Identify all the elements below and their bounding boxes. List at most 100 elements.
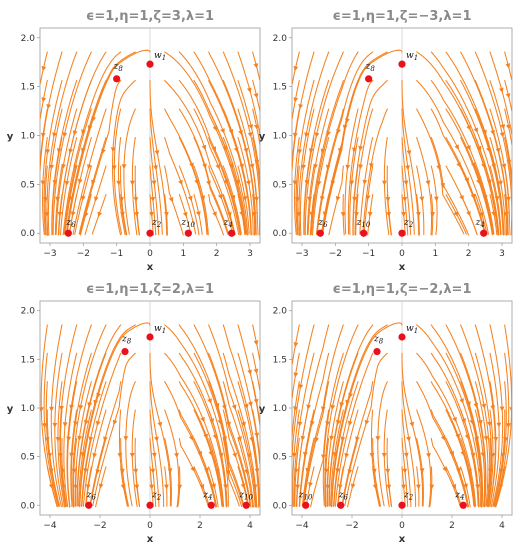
panel-4-streamline-83: [489, 324, 504, 507]
panel-1-streamline-arrow-85: [254, 196, 259, 202]
panel-3-streamline-11: [50, 324, 63, 508]
panel-2-streamline-26: [349, 136, 359, 236]
panel-2-xtick-label: 1: [432, 249, 438, 259]
panel-1-streamline-59: [178, 51, 249, 236]
panel-4-streamline-arrow-35: [339, 402, 345, 408]
panel-3-streamline-arrow-73: [225, 470, 231, 476]
panel-3-streamline-arrow-42: [149, 484, 154, 490]
panel-4-streamline-33: [341, 381, 374, 506]
panel-1-streamline-arrow-42: [149, 211, 154, 218]
panel-1-streamline-arrow-75: [239, 163, 244, 169]
panel-4-streamline-arrow-82: [496, 422, 502, 428]
panel-4-point-label-w1: w1: [406, 324, 418, 335]
panel-4-streamline-arrow-62: [460, 450, 466, 457]
panel-1-streamline-arrow-14: [64, 180, 70, 187]
panel-2-streamline-arrow-86: [506, 159, 512, 166]
panel-4-streamline-69: [460, 381, 483, 508]
panel-4-title: ϵ=1,η=1,ζ=−2,λ=1: [332, 282, 471, 297]
panel-3-streamline-83: [237, 324, 260, 426]
panel-3-streamline-29: [72, 324, 107, 508]
panel-4-streamline-arrow-72: [475, 484, 480, 490]
panel-2-streamline-arrow-4: [293, 97, 299, 103]
panel-4-streamline-51: [416, 381, 469, 508]
panel-1-streamline-arrow-61: [200, 195, 206, 201]
panel-1-xtick-label: 1: [180, 249, 186, 259]
panel-3-yaxis-label: y: [7, 404, 14, 415]
panel-3-streamline-arrow-46: [157, 421, 163, 428]
panel-3-point-w1: [146, 333, 154, 341]
panel-2-streamline-arrow-34: [352, 147, 357, 153]
panel-3-streamline-arrow-84: [252, 484, 258, 490]
panel-2-streamline-27: [344, 108, 359, 235]
panel-2-point-z6: [316, 229, 324, 237]
panel-4-streamline-41: [330, 324, 388, 508]
panel-3-streamline-5: [40, 324, 58, 507]
panel-4-streamline-arrow-22: [325, 421, 330, 427]
panel-1-streamline-arrow-46: [154, 150, 160, 156]
panel-2-streamline-15: [307, 108, 330, 235]
panel-2-streamline-arrow-45: [405, 165, 410, 171]
panel-1-streamline-77: [222, 51, 260, 236]
panel-3-point-label-z4: z4: [202, 490, 212, 501]
panel-2-point-z8: [365, 75, 373, 83]
panel-1-streamline-46: [149, 79, 168, 236]
panel-1-streamline-arrow-34: [101, 148, 106, 155]
panel-1-xtick-label: −3: [43, 249, 56, 259]
panel-3-streamline-arrow-67: [215, 468, 220, 475]
panel-1-point-label-z4: z4: [223, 218, 233, 229]
panel-3-streamline-arrow-4: [42, 423, 47, 429]
panel-1-streamline-35: [62, 51, 122, 236]
panel-4-streamline-76: [474, 352, 493, 507]
panel-2-streamline-arrow-5: [293, 65, 299, 72]
panel-4-streamline-20: [330, 409, 344, 507]
panel-4-streamline-82: [489, 352, 500, 508]
panel-4-streamline-64: [445, 352, 483, 508]
panel-2-streamline-32: [359, 136, 374, 235]
panel-4-xaxis-label: x: [399, 534, 406, 545]
panel-4-streamline-arrow-27: [340, 436, 346, 442]
panel-1-streamline-arrow-15: [61, 163, 66, 170]
panel-3-streamline-47: [79, 322, 151, 508]
panel-1-streamline-16: [51, 79, 78, 236]
panel-4-streamline-arrow-79: [488, 468, 494, 474]
panel-2-streamline-68: [460, 136, 493, 236]
panel-1-xtick-label: −1: [110, 249, 123, 259]
panel-3-streamline-arrow-9: [55, 437, 61, 443]
panel-2-streamline-arrow-49: [419, 196, 425, 202]
panel-4-streamline-32: [370, 409, 381, 507]
panel-1-streamline-arrow-80: [246, 180, 251, 186]
panel-1-streamline-68: [208, 136, 241, 236]
panel-2-streamline-33: [354, 108, 374, 236]
panel-3-streamline-71: [208, 324, 256, 508]
panel-2-streamline-arrow-84: [503, 211, 509, 218]
panel-1-ytick-label: 1.0: [21, 132, 36, 142]
panel-3-streamline-arrow-23: [69, 404, 74, 410]
panel-2-streamline-63: [445, 108, 494, 236]
panel-3-streamline-arrow-15: [66, 436, 72, 442]
panel-4-streamline-arrow-34: [347, 420, 353, 427]
panel-3-streamline-arrow-10: [52, 422, 58, 428]
panel-3-xtick-label: −4: [43, 521, 57, 531]
panel-1-streamline-arrow-79: [242, 195, 248, 202]
panel-3-streamline-arrow-77: [243, 403, 249, 410]
panel-2-streamline-76: [474, 79, 509, 235]
panel-2-point-label-w1: w1: [406, 51, 418, 62]
panel-4-streamline-arrow-53: [459, 398, 464, 404]
panel-3-streamline-70: [208, 352, 252, 508]
panel-1-streamline-arrow-4: [41, 97, 47, 103]
panel-2-streamline-arrow-48: [416, 211, 421, 218]
panel-2-streamline-arrow-33: [358, 164, 364, 170]
panel-3-streamline-arrow-40: [112, 419, 118, 426]
panel-3-streamline-arrow-45: [154, 436, 159, 442]
panel-3-streamline-arrow-44: [151, 452, 157, 458]
panel-2-streamline-arrow-89: [505, 63, 511, 69]
panel-3-streamline-4: [43, 352, 59, 507]
panel-3-streamline-arrow-38: [129, 452, 135, 458]
panel-1-streamline-arrow-17: [52, 132, 57, 138]
panel-1-streamline-arrow-53: [212, 125, 217, 132]
panel-4-point-label-z6: z6: [338, 490, 349, 501]
panel-4-point-label-z10: z10: [298, 490, 313, 501]
panel-1-streamline-70: [208, 79, 252, 235]
panel-1-streamline-arrow-9: [49, 164, 55, 170]
panel-2-streamline-arrow-44: [403, 180, 409, 186]
